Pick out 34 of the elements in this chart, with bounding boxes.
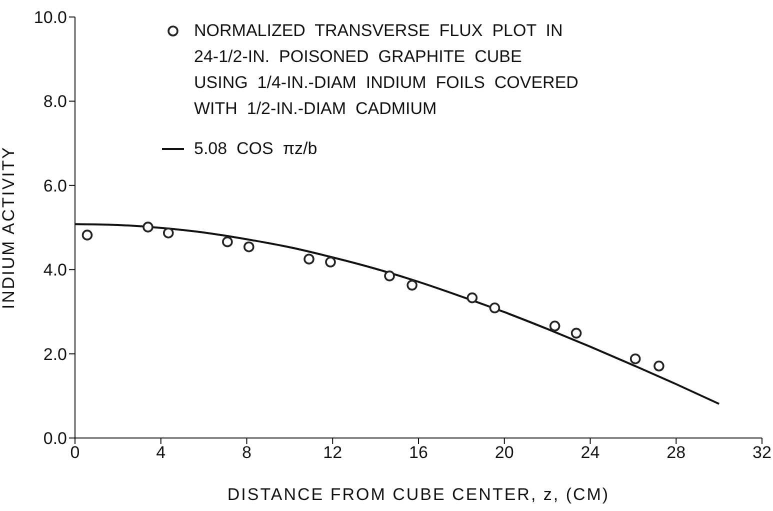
point [82, 230, 93, 240]
y-tick-label: 4.0 [43, 260, 67, 280]
y-tick-label: 2.0 [43, 344, 67, 364]
x-tick-label: 32 [752, 443, 772, 462]
y-tick-label: 10.0 [34, 8, 67, 28]
point [304, 254, 314, 264]
point [466, 292, 478, 304]
x-tick-label: 28 [666, 443, 686, 462]
point [406, 280, 418, 291]
y-tick-label: 0.0 [43, 429, 67, 448]
point [549, 320, 560, 332]
x-axis-title: DISTANCE FROM CUBE CENTER, z, (CM) [227, 485, 610, 504]
point [489, 302, 500, 314]
x-tick-label: 8 [242, 443, 252, 462]
x-tick-label: 12 [323, 443, 342, 462]
point [162, 228, 174, 238]
point [654, 360, 664, 372]
legend-label: 5.08 COS πz/b [194, 138, 318, 160]
x-tick-label: 16 [409, 443, 428, 462]
point [142, 222, 154, 232]
legend-label: NORMALIZED TRANSVERSE FLUX PLOT IN 24-1/2-IN. POISONED GRAPHITE CUBE USING 1/4-IN.-DIAM INDIUM FOILS COVERED WITH 1/2-IN.-DIAM CADMIUM [194, 20, 578, 120]
x-tick-label: 4 [156, 443, 166, 462]
point [325, 256, 336, 268]
y-tick-label: 6.0 [43, 176, 67, 196]
x-tick-label: 0 [70, 443, 80, 462]
x-tick-label: 24 [580, 443, 600, 462]
point [222, 236, 233, 248]
point [630, 353, 641, 364]
point [243, 241, 254, 252]
point [384, 270, 395, 282]
y-axis-title: INDIUM ACTIVITY [0, 146, 18, 310]
x-tick-label: 20 [494, 443, 514, 462]
y-tick-label: 8.0 [43, 92, 67, 112]
point [570, 328, 582, 339]
